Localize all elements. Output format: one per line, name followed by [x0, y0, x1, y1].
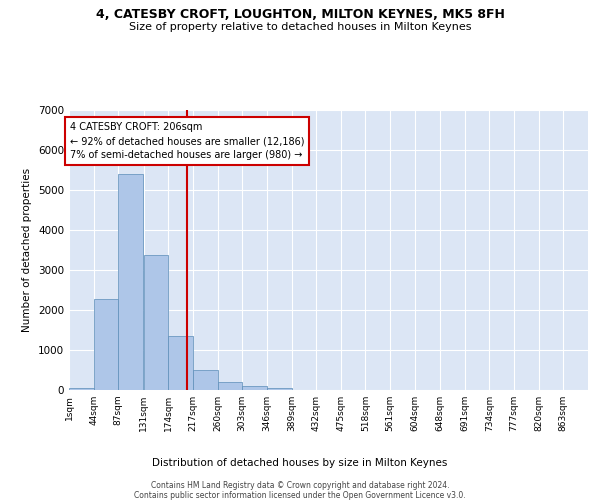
Text: Contains HM Land Registry data © Crown copyright and database right 2024.: Contains HM Land Registry data © Crown c…	[151, 481, 449, 490]
Bar	[267, 388, 292, 390]
Bar	[242, 386, 267, 390]
Text: Size of property relative to detached houses in Milton Keynes: Size of property relative to detached ho…	[129, 22, 471, 32]
Text: Contains public sector information licensed under the Open Government Licence v3: Contains public sector information licen…	[134, 491, 466, 500]
Bar	[218, 382, 242, 390]
Text: Distribution of detached houses by size in Milton Keynes: Distribution of detached houses by size …	[152, 458, 448, 468]
Bar	[118, 174, 143, 390]
Bar	[168, 336, 193, 390]
Bar	[143, 255, 168, 390]
Bar	[193, 370, 218, 390]
Bar	[94, 299, 118, 390]
Y-axis label: Number of detached properties: Number of detached properties	[22, 168, 32, 332]
Text: 4, CATESBY CROFT, LOUGHTON, MILTON KEYNES, MK5 8FH: 4, CATESBY CROFT, LOUGHTON, MILTON KEYNE…	[95, 8, 505, 20]
Bar	[69, 388, 94, 390]
Text: 4 CATESBY CROFT: 206sqm
← 92% of detached houses are smaller (12,186)
7% of semi: 4 CATESBY CROFT: 206sqm ← 92% of detache…	[70, 122, 304, 160]
